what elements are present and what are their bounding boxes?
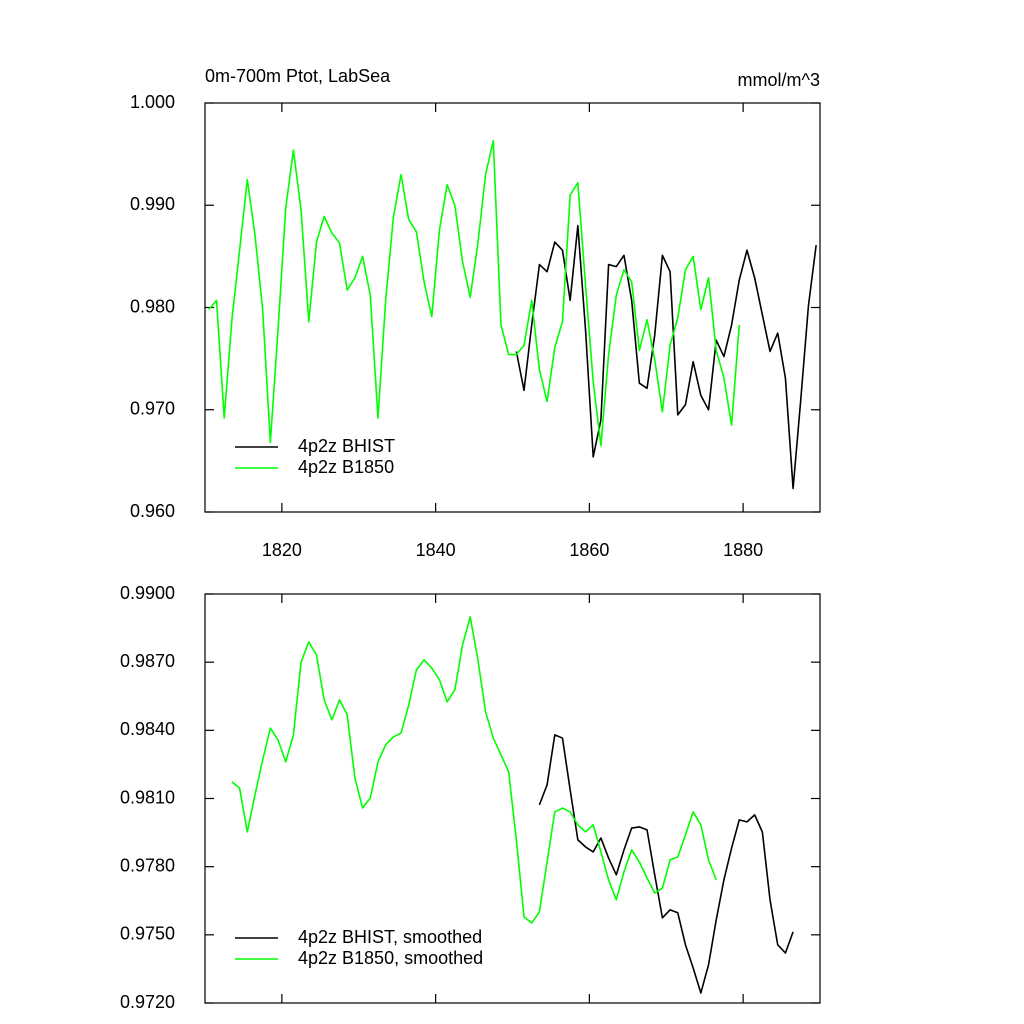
y-tick-label: 0.970: [130, 399, 175, 419]
y-tick-label: 0.9870: [120, 651, 175, 671]
legend-label: 4p2z BHIST: [298, 436, 395, 456]
y-tick-label: 0.990: [130, 194, 175, 214]
series-line: [538, 734, 794, 994]
y-tick-label: 0.960: [130, 501, 175, 521]
legend-label: 4p2z B1850, smoothed: [298, 948, 483, 968]
x-tick-label: 1860: [569, 540, 609, 560]
units-label: mmol/m^3: [738, 70, 820, 90]
y-tick-label: 0.980: [130, 296, 175, 316]
x-tick-label: 1880: [723, 540, 763, 560]
y-tick-label: 0.9780: [120, 855, 175, 875]
legend-label: 4p2z B1850: [298, 457, 394, 477]
y-tick-label: 0.9900: [120, 583, 175, 603]
series-line: [515, 224, 817, 490]
y-tick-label: 0.9810: [120, 787, 175, 807]
series-line: [208, 140, 741, 447]
legend-label: 4p2z BHIST, smoothed: [298, 927, 482, 947]
chart-title: 0m-700m Ptot, LabSea: [205, 66, 391, 86]
y-tick-label: 0.9720: [120, 992, 175, 1012]
series-line: [231, 616, 717, 924]
x-tick-label: 1840: [416, 540, 456, 560]
y-tick-label: 0.9750: [120, 924, 175, 944]
x-tick-label: 1820: [262, 540, 302, 560]
y-tick-label: 1.000: [130, 92, 175, 112]
y-tick-label: 0.9840: [120, 719, 175, 739]
